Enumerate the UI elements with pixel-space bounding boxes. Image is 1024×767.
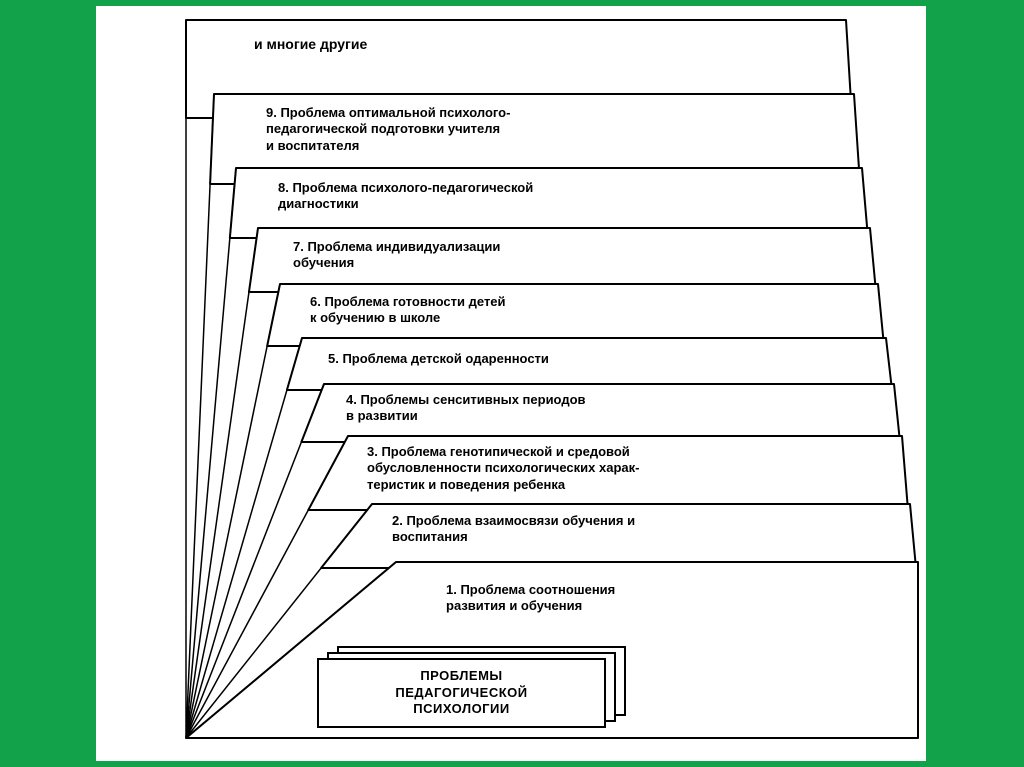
page-label-7: 7. Проблема индивидуализации обучения xyxy=(293,239,673,272)
page-label-9: 9. Проблема оптимальной психолого- педаг… xyxy=(266,105,666,154)
page-label-10: и многие другие xyxy=(254,36,614,54)
page-label-8: 8. Проблема психолого-педагогической диа… xyxy=(278,180,678,213)
title-text: ПРОБЛЕМЫ ПЕДАГОГИЧЕСКОЙ ПСИХОЛОГИИ xyxy=(395,668,527,719)
page-label-2: 2. Проблема взаимосвязи обучения и воспи… xyxy=(392,513,812,546)
page-label-1: 1. Проблема соотношения развития и обуче… xyxy=(446,582,826,615)
outer-frame: и многие другие 9. Проблема оптимальной п… xyxy=(0,0,1024,767)
diagram-stage: и многие другие 9. Проблема оптимальной п… xyxy=(96,6,926,761)
white-panel: и многие другие 9. Проблема оптимальной п… xyxy=(96,6,926,761)
page-label-5: 5. Проблема детской одаренности xyxy=(328,351,708,367)
page-label-6: 6. Проблема готовности детей к обучению … xyxy=(310,294,690,327)
title-card: ПРОБЛЕМЫ ПЕДАГОГИЧЕСКОЙ ПСИХОЛОГИИ xyxy=(317,658,606,728)
page-label-3: 3. Проблема генотипической и средовой об… xyxy=(367,444,787,493)
page-label-4: 4. Проблемы сенситивных периодов в разви… xyxy=(346,392,726,425)
